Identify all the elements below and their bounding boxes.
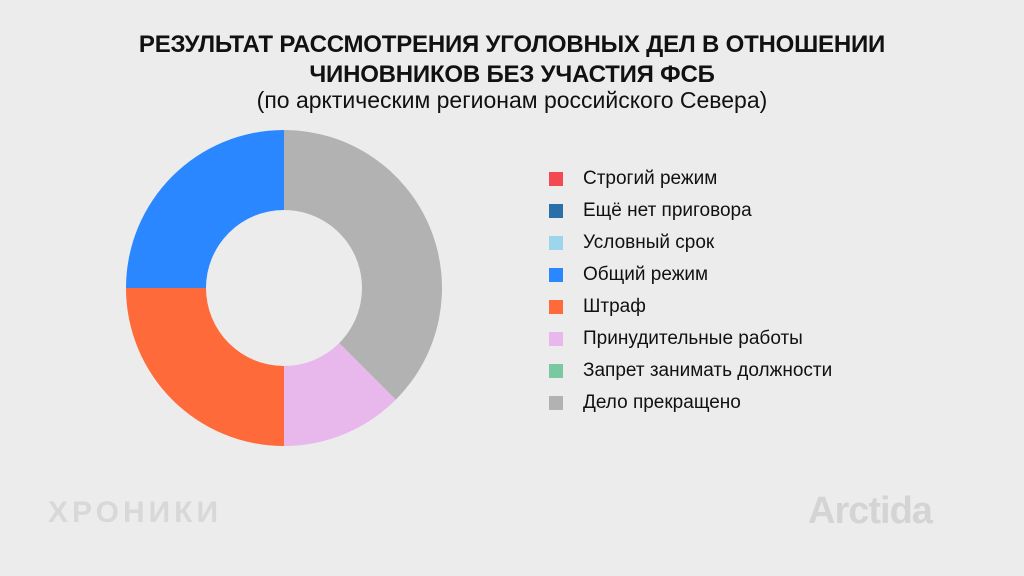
legend-item: Штраф	[549, 291, 832, 323]
chart-title-line-1: РЕЗУЛЬТАТ РАССМОТРЕНИЯ УГОЛОВНЫХ ДЕЛ В О…	[138, 31, 886, 58]
legend-swatch	[549, 268, 563, 282]
donut-slice-8	[284, 130, 443, 400]
legend-item: Общий режим	[549, 259, 832, 291]
legend-swatch	[549, 204, 563, 218]
legend-label: Общий режим	[583, 264, 709, 285]
legend-label: Дело прекращено	[583, 392, 741, 413]
legend-label: Строгий режим	[583, 168, 718, 189]
arctida-watermark-logo: Arctida	[808, 490, 933, 532]
legend-label: Штраф	[583, 296, 646, 317]
legend-swatch	[549, 396, 563, 410]
legend-swatch	[549, 172, 563, 186]
legend-label: Принудительные работы	[583, 328, 803, 349]
chart-subtitle: (по арктическим регионам российского Сев…	[256, 87, 768, 113]
legend-label: Запрет занимать должности	[583, 360, 833, 381]
donut-slice-6	[284, 343, 396, 446]
donut-slice-5	[126, 288, 284, 446]
legend-item: Запрет занимать должности	[549, 355, 832, 387]
legend-swatch	[549, 332, 563, 346]
legend-item: Ещё нет приговора	[549, 195, 832, 227]
chronicles-watermark-logo: ХРОНИКИ	[48, 496, 223, 529]
legend-label: Ещё нет приговора	[583, 200, 752, 221]
legend-item: Строгий режим	[549, 163, 832, 195]
chart-title-line-2: ЧИНОВНИКОВ БЕЗ УЧАСТИЯ ФСБ	[309, 61, 715, 88]
donut-slice-4	[126, 130, 284, 288]
legend-swatch	[549, 236, 563, 250]
legend-item: Дело прекращено	[549, 387, 832, 419]
legend-item: Принудительные работы	[549, 323, 832, 355]
legend-swatch	[549, 364, 563, 378]
legend-swatch	[549, 300, 563, 314]
chart-legend: Строгий режим Ещё нет приговора Условный с…	[549, 163, 832, 419]
legend-label: Условный срок	[583, 232, 715, 253]
chart-title: РЕЗУЛЬТАТ РАССМОТРЕНИЯ УГОЛОВНЫХ ДЕЛ В О…	[0, 30, 1024, 90]
legend-item: Условный срок	[549, 227, 832, 259]
